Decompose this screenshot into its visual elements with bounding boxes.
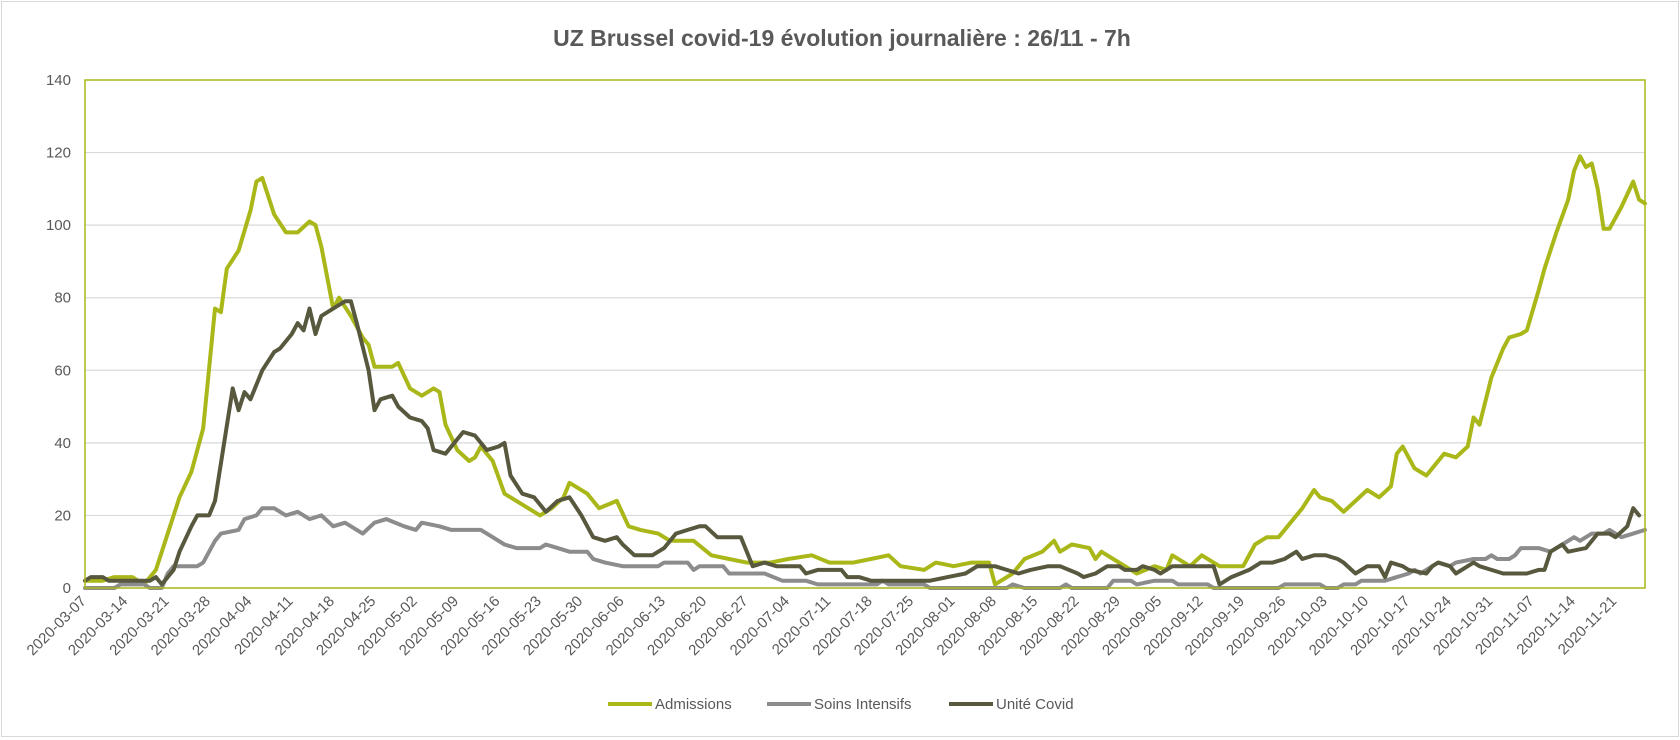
legend-label: Admissions	[655, 696, 732, 713]
x-axis: 2020-03-072020-03-142020-03-212020-03-28…	[24, 593, 1621, 659]
y-tick-label: 100	[46, 217, 71, 234]
chart-title: UZ Brussel covid-19 évolution journalièr…	[553, 25, 1131, 51]
legend: Admissions Soins Intensifs Unité Covid	[608, 696, 1074, 713]
y-tick-label: 80	[54, 290, 71, 307]
legend-label: Soins Intensifs	[814, 696, 912, 713]
y-tick-label: 120	[46, 145, 71, 162]
series-line	[83, 299, 1642, 587]
series-lines	[83, 154, 1647, 590]
series-line	[83, 506, 1647, 590]
y-tick-label: 60	[54, 362, 71, 379]
y-axis: 0 20 40 60 80 100 120 140	[46, 72, 71, 597]
grid	[85, 151, 1645, 517]
series-line	[83, 154, 1647, 587]
y-tick-label: 40	[54, 435, 71, 452]
plot-border	[84, 79, 1646, 589]
y-tick-label: 140	[46, 72, 71, 89]
y-tick-label: 20	[54, 507, 71, 524]
legend-label: Unité Covid	[996, 696, 1074, 713]
y-tick-label: 0	[63, 580, 71, 597]
